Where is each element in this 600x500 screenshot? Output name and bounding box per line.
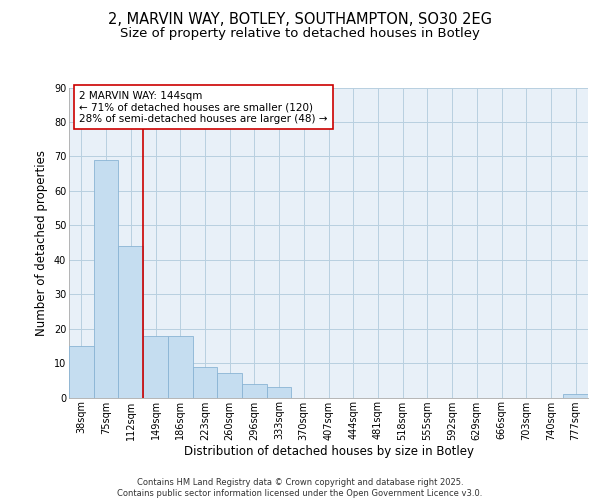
- Bar: [118, 246, 143, 398]
- Bar: [143, 336, 168, 398]
- Bar: [267, 387, 292, 398]
- Text: 2, MARVIN WAY, BOTLEY, SOUTHAMPTON, SO30 2EG: 2, MARVIN WAY, BOTLEY, SOUTHAMPTON, SO30…: [108, 12, 492, 28]
- Bar: [193, 366, 217, 398]
- Bar: [168, 336, 193, 398]
- Bar: [242, 384, 267, 398]
- Bar: [94, 160, 118, 398]
- Text: Contains HM Land Registry data © Crown copyright and database right 2025.
Contai: Contains HM Land Registry data © Crown c…: [118, 478, 482, 498]
- Text: 2 MARVIN WAY: 144sqm
← 71% of detached houses are smaller (120)
28% of semi-deta: 2 MARVIN WAY: 144sqm ← 71% of detached h…: [79, 90, 328, 124]
- Text: Size of property relative to detached houses in Botley: Size of property relative to detached ho…: [120, 28, 480, 40]
- X-axis label: Distribution of detached houses by size in Botley: Distribution of detached houses by size …: [184, 446, 473, 458]
- Bar: [563, 394, 588, 398]
- Bar: [217, 374, 242, 398]
- Bar: [69, 346, 94, 398]
- Y-axis label: Number of detached properties: Number of detached properties: [35, 150, 48, 336]
